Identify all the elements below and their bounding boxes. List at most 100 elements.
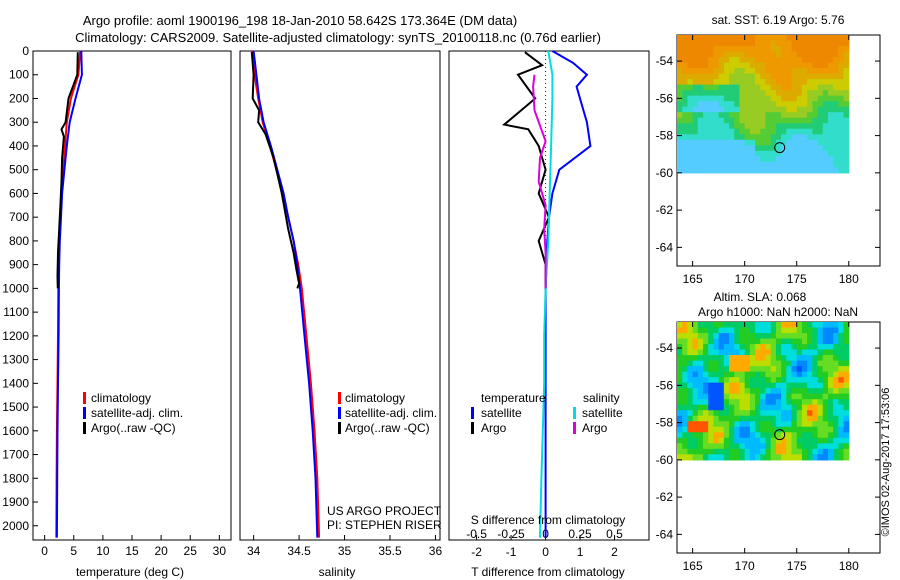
depth-tick-label: 900: [9, 258, 29, 272]
sla-cell: [791, 410, 798, 417]
sla-cell: [723, 377, 730, 384]
sla-cell: [775, 454, 782, 461]
sst-cell: [723, 112, 730, 119]
sla-cell: [838, 327, 845, 334]
sla-cell: [739, 333, 746, 340]
sla-cell: [833, 366, 839, 373]
sla-cell: [833, 322, 839, 329]
sst-cell: [786, 123, 793, 130]
sla-cell: [744, 355, 751, 362]
sla-cell: [807, 377, 813, 384]
sla-map-panel: Altim. SLA: 0.068 Argo h1000: NaN h2000:…: [656, 290, 881, 573]
sla-cell: [703, 432, 709, 439]
sst-cell: [718, 139, 725, 146]
sla-cell: [770, 432, 777, 439]
sst-cell: [703, 145, 709, 152]
sla-cell: [729, 344, 735, 351]
sla-cell: [775, 415, 782, 422]
sst-cell: [791, 62, 798, 69]
sst-cell: [833, 40, 839, 47]
sla-cell: [708, 399, 715, 406]
sla-cell: [807, 393, 813, 400]
sst-cell: [807, 40, 813, 47]
sla-cell: [827, 448, 834, 455]
sla-cell: [781, 393, 787, 400]
sla-cell: [718, 344, 725, 351]
sla-cell: [729, 377, 735, 384]
sst-cell: [781, 73, 787, 80]
sst-cell: [739, 161, 746, 168]
sla-cell: [739, 360, 746, 367]
sst-cell: [765, 161, 772, 168]
sst-cell: [833, 106, 839, 113]
sla-cell: [718, 371, 725, 378]
sst-cell: [682, 128, 689, 135]
sst-cell: [729, 46, 735, 53]
legend-label-satellite-adj: satellite-adj. clim.: [345, 406, 437, 420]
sla-cell: [775, 327, 782, 334]
sla-cell: [729, 322, 735, 329]
sla-cell: [807, 333, 813, 340]
sla-cell: [827, 399, 834, 406]
sla-cell: [692, 454, 699, 461]
sst-cell: [697, 90, 704, 97]
sst-cell: [677, 145, 683, 152]
sst-cell: [677, 123, 683, 130]
sla-cell: [697, 371, 704, 378]
sla-cell: [760, 410, 767, 417]
sst-cell: [703, 68, 709, 75]
sla-cell: [723, 360, 730, 367]
series-line-temperature-argo: [501, 51, 551, 289]
sla-cell: [827, 327, 834, 334]
sla-cell: [817, 393, 824, 400]
sst-cell: [718, 51, 725, 58]
sst-cell: [827, 112, 834, 119]
sst-cell: [822, 106, 829, 113]
sst-cell: [786, 84, 793, 91]
legend-label-argo: Argo(..raw -QC): [91, 421, 176, 435]
sla-cell: [739, 338, 746, 345]
sla-cell: [822, 366, 829, 373]
sla-cell: [833, 355, 839, 362]
sst-cell: [749, 167, 756, 174]
sst-cell: [833, 95, 839, 102]
sst-cell: [833, 112, 839, 119]
sla-cell: [827, 360, 834, 367]
sst-cell: [708, 145, 715, 152]
sla-cell: [781, 443, 787, 450]
sst-cell: [822, 40, 829, 47]
sla-cell: [822, 382, 829, 389]
sst-cell: [838, 167, 845, 174]
sla-cell: [791, 454, 798, 461]
sla-cell: [744, 322, 751, 329]
s-difference-tick-label: -0.25: [497, 527, 525, 541]
sla-cell: [755, 443, 761, 450]
sst-cell: [703, 117, 709, 124]
sla-cell: [812, 349, 819, 356]
sst-cell: [697, 134, 704, 141]
sst-cell: [739, 79, 746, 86]
sla-cell: [692, 404, 699, 411]
sla-cell: [744, 404, 751, 411]
sla-cell: [708, 327, 715, 334]
sst-cell: [817, 95, 824, 102]
sst-cell: [708, 62, 715, 69]
sst-cell: [775, 134, 782, 141]
sst-cell: [703, 139, 709, 146]
sla-cell: [744, 382, 751, 389]
sla-cell: [843, 432, 850, 439]
sla-cell: [723, 338, 730, 345]
sla-cell: [682, 327, 689, 334]
sla-cell: [801, 338, 808, 345]
sst-cell: [744, 123, 751, 130]
sst-cell: [765, 128, 772, 135]
sst-cell: [822, 46, 829, 53]
sla-cell: [749, 355, 756, 362]
sst-cell: [718, 156, 725, 163]
sla-cell: [801, 454, 808, 461]
sst-cell: [765, 40, 772, 47]
sst-cell: [807, 95, 813, 102]
sst-cell: [718, 95, 725, 102]
sst-cell: [801, 90, 808, 97]
sst-cell: [801, 112, 808, 119]
